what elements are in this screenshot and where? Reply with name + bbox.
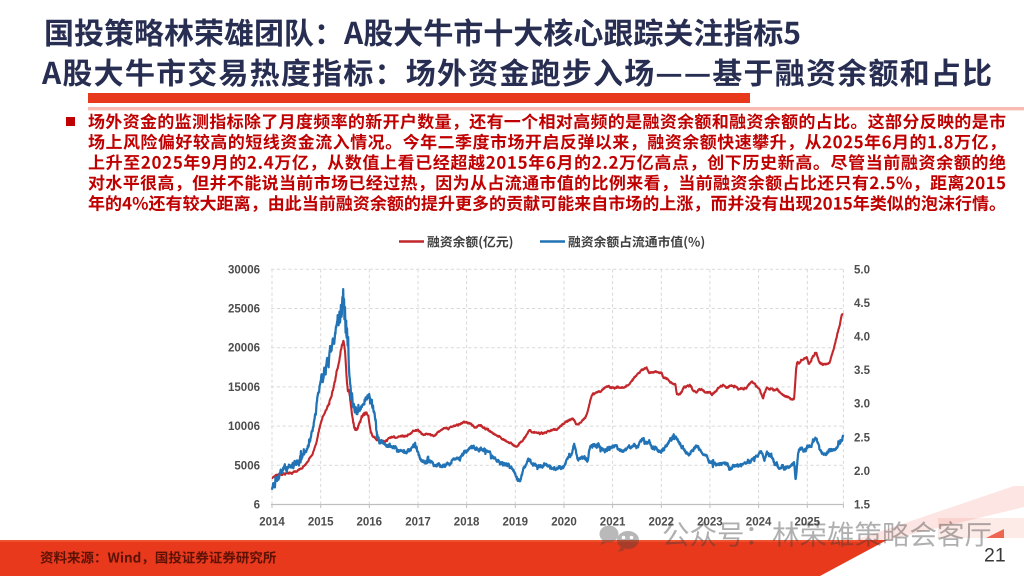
svg-text:2016: 2016 bbox=[357, 517, 383, 529]
svg-text:4.0: 4.0 bbox=[854, 332, 870, 344]
svg-text:2015: 2015 bbox=[308, 517, 334, 529]
svg-text:2018: 2018 bbox=[454, 517, 480, 529]
svg-text:30006: 30006 bbox=[228, 264, 260, 276]
svg-text:10006: 10006 bbox=[228, 421, 260, 433]
svg-text:5.0: 5.0 bbox=[854, 264, 870, 276]
svg-text:2.5: 2.5 bbox=[854, 432, 871, 444]
svg-text:20006: 20006 bbox=[228, 343, 260, 355]
svg-text:2022: 2022 bbox=[649, 517, 675, 529]
svg-text:3.0: 3.0 bbox=[854, 399, 870, 411]
svg-text:5006: 5006 bbox=[234, 460, 260, 472]
svg-text:1.5: 1.5 bbox=[854, 500, 871, 512]
svg-text:2024: 2024 bbox=[746, 517, 772, 529]
svg-text:2019: 2019 bbox=[503, 517, 529, 529]
svg-text:21: 21 bbox=[984, 545, 1006, 567]
svg-text:2025: 2025 bbox=[795, 517, 821, 529]
svg-text:2023: 2023 bbox=[697, 517, 723, 529]
svg-text:2.0: 2.0 bbox=[854, 466, 870, 478]
svg-text:4.5: 4.5 bbox=[854, 298, 871, 310]
svg-text:25006: 25006 bbox=[228, 304, 260, 316]
svg-text:2021: 2021 bbox=[600, 517, 626, 529]
svg-text:2014: 2014 bbox=[259, 517, 285, 529]
svg-text:3.5: 3.5 bbox=[854, 365, 871, 377]
svg-text:2020: 2020 bbox=[551, 517, 577, 529]
svg-text:15006: 15006 bbox=[228, 382, 260, 394]
svg-text:2017: 2017 bbox=[405, 517, 431, 529]
svg-text:6: 6 bbox=[254, 500, 260, 512]
